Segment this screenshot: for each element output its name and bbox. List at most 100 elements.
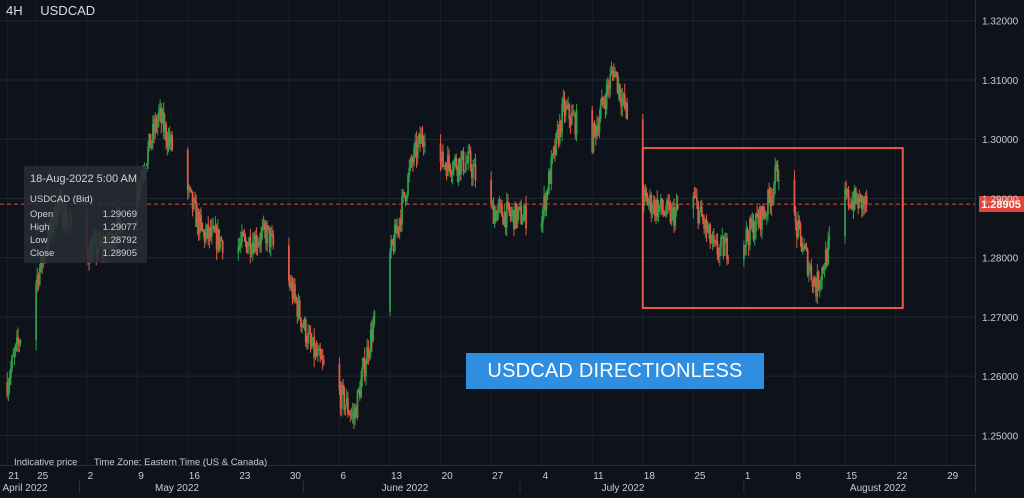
current-price-value: 1.28905 bbox=[981, 199, 1021, 211]
candle-body bbox=[546, 191, 549, 194]
candle-body bbox=[510, 213, 513, 217]
candle-body bbox=[361, 367, 364, 379]
date-tick-label: 1 bbox=[745, 471, 751, 482]
candle-body bbox=[369, 329, 372, 353]
candle-body bbox=[409, 158, 412, 169]
candle-body bbox=[525, 205, 527, 229]
month-label: July 2022 bbox=[602, 483, 645, 493]
date-tick-label: 4 bbox=[543, 471, 549, 482]
candle-body bbox=[805, 247, 808, 250]
candle-body bbox=[757, 217, 760, 225]
candle-body bbox=[511, 210, 514, 214]
candle-body bbox=[306, 342, 308, 344]
candle-body bbox=[411, 161, 414, 163]
candle-body bbox=[191, 191, 194, 210]
candle-body bbox=[612, 71, 615, 78]
candle-body bbox=[811, 279, 814, 287]
candle-body bbox=[200, 214, 202, 224]
candle-body bbox=[153, 123, 155, 133]
range-box-group bbox=[641, 147, 904, 310]
candle-body bbox=[652, 200, 655, 211]
candle-body bbox=[814, 277, 816, 286]
candle-body bbox=[467, 151, 470, 163]
tooltip-date: 18-Aug-2022 5:00 AM bbox=[30, 173, 138, 185]
candle-body bbox=[318, 348, 320, 351]
candle-body bbox=[245, 241, 248, 253]
date-tick-label: 21 bbox=[8, 471, 20, 482]
candle-body bbox=[671, 207, 674, 210]
candle-body bbox=[521, 221, 524, 225]
candle-body bbox=[354, 407, 356, 419]
candle-body bbox=[700, 206, 703, 217]
candle-body bbox=[365, 364, 367, 377]
candle-body bbox=[745, 228, 748, 246]
candle-body bbox=[702, 216, 704, 221]
candle-body bbox=[452, 161, 455, 172]
chart-header: 4H USDCAD bbox=[6, 3, 109, 18]
candle-body bbox=[555, 133, 558, 155]
date-tick-label: 27 bbox=[492, 471, 504, 482]
tooltip-label: Open bbox=[30, 209, 54, 220]
date-tick-label: 18 bbox=[644, 471, 656, 482]
candle-body bbox=[722, 236, 725, 256]
candle-body bbox=[147, 147, 149, 164]
month-label: April 2022 bbox=[2, 483, 47, 493]
tooltip-value: 1.28905 bbox=[102, 248, 137, 259]
date-tick-label: 25 bbox=[694, 471, 706, 482]
candle-body bbox=[622, 94, 625, 99]
price-tick-label: 1.32000 bbox=[982, 17, 1019, 28]
candle-body bbox=[242, 232, 245, 236]
candle-body bbox=[718, 247, 721, 257]
candle-body bbox=[408, 168, 411, 176]
candle-body bbox=[656, 199, 659, 217]
candle-body bbox=[541, 209, 544, 223]
candle-body bbox=[287, 245, 290, 281]
candle-body bbox=[194, 199, 196, 202]
candle-body bbox=[206, 224, 208, 232]
candle-body bbox=[495, 210, 497, 221]
candle-body bbox=[777, 179, 780, 182]
candle-body bbox=[297, 300, 300, 317]
candle-body bbox=[664, 214, 667, 216]
candle-body bbox=[439, 143, 442, 162]
candle-body bbox=[463, 170, 466, 172]
candle-body bbox=[345, 398, 348, 406]
candle-body bbox=[795, 221, 798, 238]
candle-body bbox=[366, 346, 369, 365]
candle-body bbox=[566, 106, 568, 108]
candle-body bbox=[262, 222, 265, 228]
candle-body bbox=[15, 337, 18, 345]
candle-body bbox=[443, 165, 446, 167]
candle-body bbox=[699, 206, 702, 211]
candle-body bbox=[762, 206, 765, 215]
candle-body bbox=[220, 238, 223, 241]
candle-body bbox=[749, 218, 751, 246]
timeframe-label[interactable]: 4H bbox=[6, 3, 23, 18]
candle-body bbox=[662, 210, 665, 213]
candle-body bbox=[368, 352, 371, 357]
candle-body bbox=[759, 207, 762, 230]
date-tick-label: 6 bbox=[340, 471, 346, 482]
candle-body bbox=[800, 236, 803, 252]
candle-body bbox=[308, 332, 311, 334]
candle-body bbox=[261, 227, 264, 232]
candle-body bbox=[818, 284, 821, 289]
candle-body bbox=[720, 237, 722, 248]
candle-body bbox=[600, 97, 603, 106]
candle-body bbox=[606, 84, 609, 87]
candle-body bbox=[421, 134, 424, 142]
candle-body bbox=[865, 195, 868, 205]
candle-body bbox=[609, 74, 612, 89]
candle-body bbox=[847, 189, 850, 205]
candle-body bbox=[674, 210, 677, 226]
candle-body bbox=[420, 134, 423, 144]
candle-body bbox=[189, 187, 192, 190]
candle-body bbox=[856, 197, 858, 202]
candle-body bbox=[774, 166, 777, 185]
candle-body bbox=[171, 135, 174, 150]
candle-body bbox=[797, 220, 799, 238]
symbol-label[interactable]: USDCAD bbox=[40, 3, 96, 18]
candle-body bbox=[291, 283, 294, 299]
candle-body bbox=[771, 196, 774, 198]
